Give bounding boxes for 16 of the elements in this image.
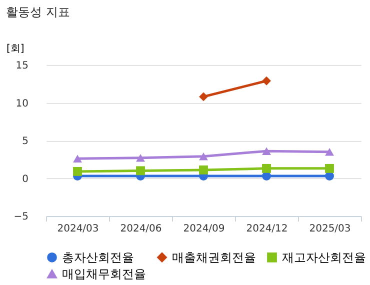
x-tick-label: 2024/12 [246, 224, 288, 234]
y-tick-label: 0 [22, 174, 28, 185]
y-tick-label: 5 [22, 136, 28, 147]
legend-label: 재고자산회전율 [282, 250, 366, 264]
x-tick-label: 2025/03 [309, 224, 351, 234]
legend-label: 매출채권회전율 [172, 250, 256, 264]
y-tick-label: 10 [16, 98, 28, 110]
y-tick-label: 15 [16, 60, 28, 72]
y-axis-title: [회] [6, 44, 24, 54]
chart-title: 활동성 지표 [6, 5, 70, 19]
legend-label: 총자산회전율 [62, 250, 134, 264]
x-tick-label: 2024/09 [183, 224, 225, 234]
x-tick-label: 2024/06 [120, 224, 162, 234]
legend-label: 매입채무회전율 [62, 267, 146, 281]
y-tick-label: −5 [14, 212, 28, 222]
x-tick-label: 2024/03 [57, 224, 99, 234]
